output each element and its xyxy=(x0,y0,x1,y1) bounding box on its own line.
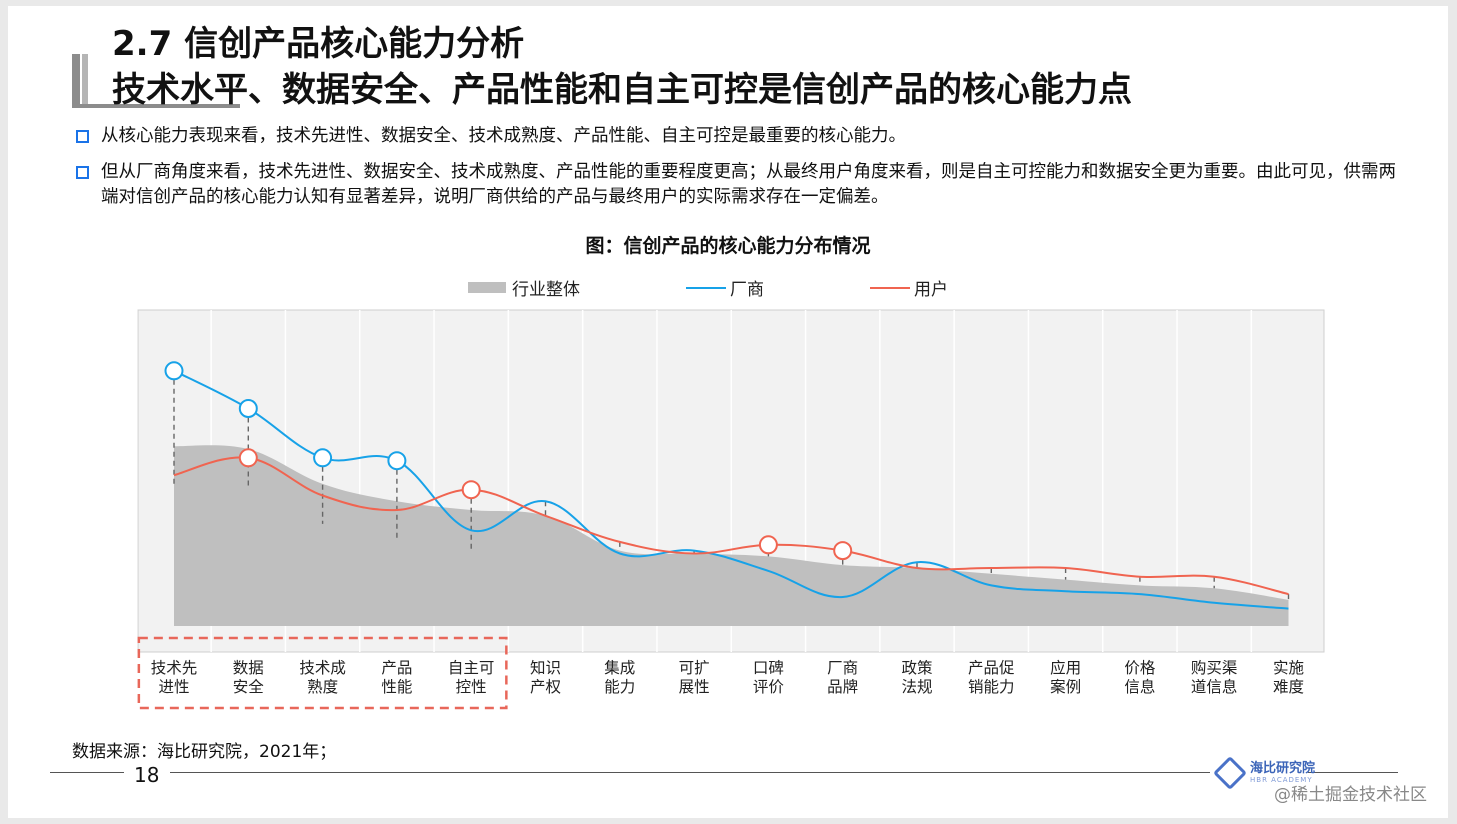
category-label: 产品促 销能力 xyxy=(968,659,1015,696)
legend-item-user: 用户 xyxy=(870,275,948,300)
platform-watermark: @稀土掘金技术社区 xyxy=(1274,785,1427,805)
legend-label: 行业整体 xyxy=(512,280,580,300)
line-chart xyxy=(136,309,1327,710)
data-source: 数据来源：海比研究院，2021年； xyxy=(72,742,337,762)
series-line-2 xyxy=(173,456,1289,596)
data-point-marker xyxy=(387,451,407,471)
category-label: 价格 信息 xyxy=(1124,659,1156,696)
footer-divider-left xyxy=(50,772,124,773)
legend-item-vendor: 厂商 xyxy=(686,275,764,300)
data-point-marker xyxy=(164,361,184,381)
chart-title: 图：信创产品的核心能力分布情况 xyxy=(585,235,871,257)
legend-area-swatch xyxy=(468,282,506,293)
title-accent-bar xyxy=(72,54,80,108)
category-label: 实施 难度 xyxy=(1272,659,1304,696)
data-point-marker xyxy=(461,480,481,500)
data-point-marker xyxy=(238,448,258,468)
category-label: 厂商 品牌 xyxy=(827,659,859,696)
category-label: 口碑 评价 xyxy=(752,659,784,696)
legend-label: 厂商 xyxy=(730,280,764,300)
page-number: 18 xyxy=(134,763,160,787)
logo-text: 海比研究院 xyxy=(1250,761,1316,776)
data-point-marker xyxy=(833,541,853,561)
category-label: 可扩 展性 xyxy=(678,659,710,696)
legend-line-swatch xyxy=(686,286,726,289)
title-accent-bar-light xyxy=(82,54,88,108)
category-label: 应用 案例 xyxy=(1050,659,1082,696)
category-label: 数据 安全 xyxy=(232,659,264,696)
series-area-0 xyxy=(174,445,1289,626)
logo-subtext: HBR ACADEMY xyxy=(1250,776,1313,784)
bullet-text: 从核心能力表现来看，技术先进性、数据安全、技术成熟度、产品性能、自主可控是最重要… xyxy=(101,126,906,146)
highlight-box xyxy=(137,636,508,710)
category-label: 政策 法规 xyxy=(901,659,933,696)
category-label: 产品 性能 xyxy=(381,659,413,696)
bullet-square-icon xyxy=(76,166,89,179)
slide-title: 2.7 信创产品核心能力分析 xyxy=(112,24,525,64)
category-label: 购买渠 道信息 xyxy=(1190,659,1238,696)
title-accent-underline xyxy=(72,104,240,108)
bullet-square-icon xyxy=(76,130,89,143)
logo-mark-icon xyxy=(1213,756,1247,790)
data-point-marker xyxy=(238,399,258,418)
slide: 2.7 信创产品核心能力分析 技术水平、数据安全、产品性能和自主可控是信创产品的… xyxy=(8,6,1448,818)
footer-divider xyxy=(170,772,1210,773)
bullet-point-2: 但从厂商角度来看，技术先进性、数据安全、技术成熟度、产品性能的重要程度更高；从最… xyxy=(76,160,1396,210)
data-point-marker xyxy=(758,535,778,555)
category-label: 自主可 控性 xyxy=(447,659,495,696)
category-label: 知识 产权 xyxy=(529,659,561,696)
bullet-text: 但从厂商角度来看，技术先进性、数据安全、技术成熟度、产品性能的重要程度更高；从最… xyxy=(101,162,1396,207)
legend-item-industry: 行业整体 xyxy=(468,275,580,300)
footer-divider-right xyxy=(1308,772,1398,773)
slide-subtitle: 技术水平、数据安全、产品性能和自主可控是信创产品的核心能力点 xyxy=(112,70,1132,110)
company-logo: 海比研究院 HBR ACADEMY xyxy=(1213,756,1316,790)
category-label: 集成 能力 xyxy=(604,659,636,696)
legend-label: 用户 xyxy=(914,280,948,300)
bullet-point-1: 从核心能力表现来看，技术先进性、数据安全、技术成熟度、产品性能、自主可控是最重要… xyxy=(76,124,1396,149)
category-label: 技术先 进性 xyxy=(150,659,198,696)
data-point-marker xyxy=(313,448,333,468)
category-label: 技术成 熟度 xyxy=(299,659,346,696)
legend-line-swatch xyxy=(870,286,910,289)
